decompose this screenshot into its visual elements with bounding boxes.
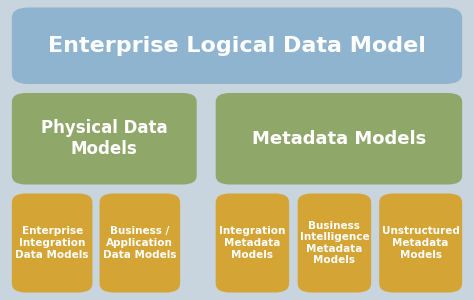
Text: Business /
Application
Data Models: Business / Application Data Models <box>103 226 177 260</box>
Text: Enterprise Logical Data Model: Enterprise Logical Data Model <box>48 36 426 56</box>
Text: Integration
Metadata
Models: Integration Metadata Models <box>219 226 286 260</box>
FancyBboxPatch shape <box>216 194 289 292</box>
FancyBboxPatch shape <box>12 8 462 84</box>
Text: Business
Intelligence
Metadata
Models: Business Intelligence Metadata Models <box>300 220 369 266</box>
Text: Physical Data
Models: Physical Data Models <box>41 119 168 158</box>
FancyBboxPatch shape <box>216 93 462 184</box>
Text: Enterprise
Integration
Data Models: Enterprise Integration Data Models <box>15 226 89 260</box>
Text: Unstructured
Metadata
Models: Unstructured Metadata Models <box>382 226 460 260</box>
FancyBboxPatch shape <box>12 194 92 292</box>
FancyBboxPatch shape <box>100 194 180 292</box>
FancyBboxPatch shape <box>12 93 197 184</box>
Text: Metadata Models: Metadata Models <box>252 130 426 148</box>
FancyBboxPatch shape <box>379 194 462 292</box>
FancyBboxPatch shape <box>298 194 371 292</box>
